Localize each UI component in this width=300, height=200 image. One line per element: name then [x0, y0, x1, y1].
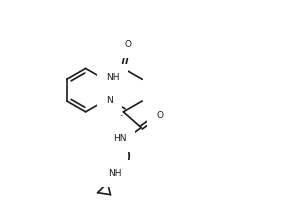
Text: O: O — [157, 111, 164, 120]
Text: HN: HN — [112, 134, 126, 143]
Text: NH: NH — [108, 169, 121, 178]
Text: NH: NH — [106, 73, 119, 82]
Text: N: N — [106, 96, 113, 105]
Text: O: O — [125, 40, 132, 49]
